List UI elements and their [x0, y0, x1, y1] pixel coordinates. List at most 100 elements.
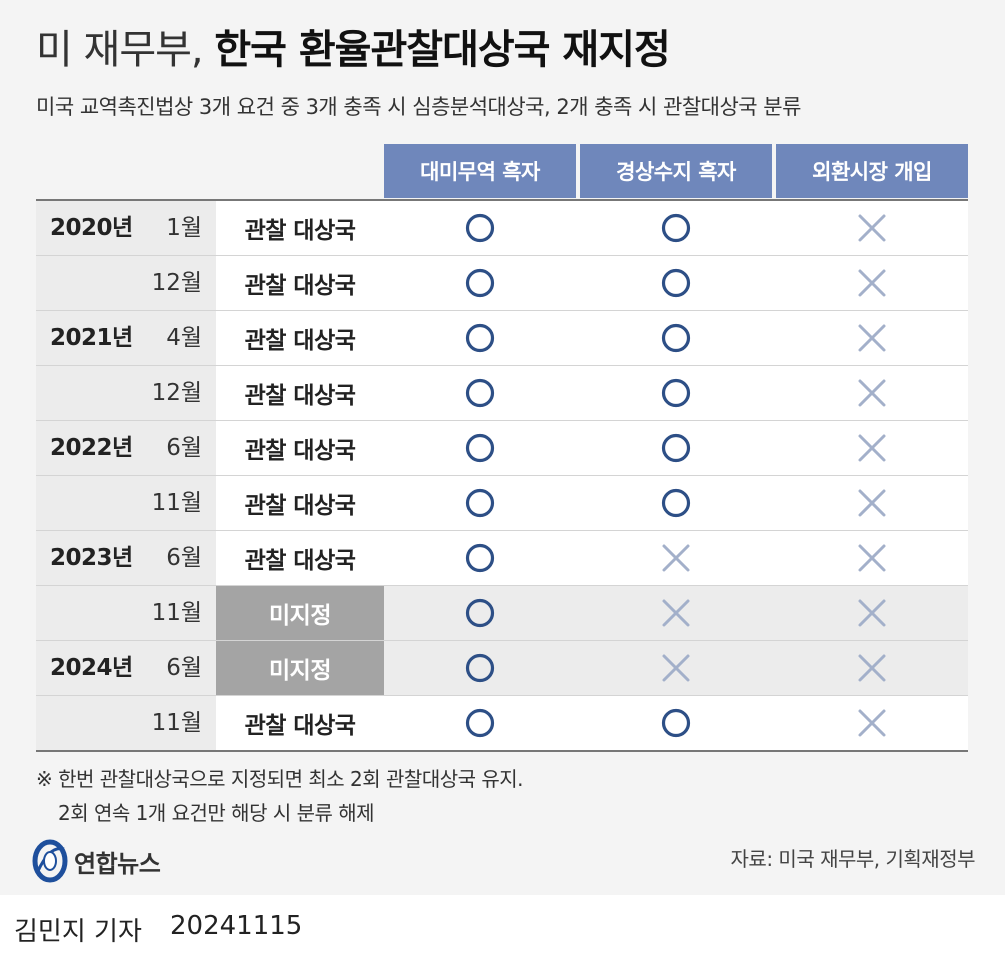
criterion-cell-current-account [580, 311, 772, 365]
publish-date: 20241115 [170, 911, 303, 941]
month-label: 11월 [151, 710, 202, 736]
footnote-line-1: ※ 한번 관찰대상국으로 지정되면 최소 2회 관찰대상국 유지. [36, 767, 524, 791]
criterion-cell-fx-intervention [776, 256, 968, 310]
yonhap-globe-icon [32, 839, 68, 883]
circle-met-icon [661, 323, 691, 353]
year-label: 2021년 [50, 325, 133, 351]
criterion-cell-current-account [580, 586, 772, 640]
status-badge: 관찰 대상국 [244, 273, 356, 299]
date-cell: 11월 [36, 696, 216, 750]
criterion-cell-fx-intervention [776, 366, 968, 420]
yonhap-logo: 연합뉴스 [30, 838, 161, 884]
cross-not-met-icon [858, 709, 886, 737]
criterion-cell-fx-intervention [776, 201, 968, 255]
month-label: 1월 [166, 215, 202, 241]
cross-not-met-icon [662, 599, 690, 627]
cross-not-met-icon [858, 269, 886, 297]
month-label: 6월 [166, 655, 202, 681]
footnote-line-2: 2회 연속 1개 요건만 해당 시 분류 해제 [58, 801, 375, 825]
criterion-cell-fx-intervention [776, 476, 968, 530]
reporter-name: 김민지 기자 [14, 917, 142, 947]
circle-met-icon [465, 268, 495, 298]
cross-not-met-icon [858, 599, 886, 627]
criterion-cell-trade-surplus [384, 201, 576, 255]
criterion-cell-trade-surplus [384, 641, 576, 695]
status-badge: 관찰 대상국 [244, 713, 356, 739]
title-main: 한국 환율관찰대상국 재지정 [214, 27, 670, 73]
date-cell: 11월 [36, 476, 216, 530]
criterion-cell-current-account [580, 201, 772, 255]
date-cell: 11월 [36, 586, 216, 640]
year-label: 2023년 [50, 545, 133, 571]
source-credit: 자료: 미국 재무부, 기획재정부 [730, 847, 976, 871]
criterion-cell-current-account [580, 421, 772, 475]
cross-not-met-icon [858, 379, 886, 407]
criterion-cell-current-account [580, 256, 772, 310]
status-badge: 관찰 대상국 [244, 383, 356, 409]
circle-met-icon [661, 488, 691, 518]
month-label: 12월 [151, 380, 202, 406]
criterion-cell-fx-intervention [776, 531, 968, 585]
cross-not-met-icon [858, 544, 886, 572]
criterion-cell-trade-surplus [384, 256, 576, 310]
criterion-cell-trade-surplus [384, 311, 576, 365]
status-badge: 관찰 대상국 [244, 218, 356, 244]
criterion-cell-fx-intervention [776, 586, 968, 640]
designation-table: 2020년 1월 관찰 대상국 12월 관찰 대상국 2021년 4월 관찰 대상국 12월 관찰… [36, 201, 968, 752]
year-label: 2020년 [50, 215, 133, 241]
footnote: ※ 한번 관찰대상국으로 지정되면 최소 2회 관찰대상국 유지. 2회 연속 … [36, 762, 524, 830]
circle-met-icon [465, 488, 495, 518]
date-cell: 2023년 6월 [36, 531, 216, 585]
month-label: 6월 [166, 545, 202, 571]
criterion-cell-current-account [580, 366, 772, 420]
month-label: 11월 [151, 600, 202, 626]
yonhap-logo-text: 연합뉴스 [74, 849, 161, 878]
criterion-cell-trade-surplus [384, 531, 576, 585]
month-label: 6월 [166, 435, 202, 461]
circle-met-icon [465, 653, 495, 683]
month-label: 12월 [151, 270, 202, 296]
subtitle: 미국 교역촉진법상 3개 요건 중 3개 충족 시 심층분석대상국, 2개 충족… [36, 95, 801, 119]
table-row: 11월 관찰 대상국 [36, 476, 968, 531]
date-cell: 12월 [36, 256, 216, 310]
criterion-cell-fx-intervention [776, 696, 968, 750]
circle-met-icon [465, 543, 495, 573]
table-row: 2020년 1월 관찰 대상국 [36, 201, 968, 256]
table-row: 2021년 4월 관찰 대상국 [36, 311, 968, 366]
column-header-current-account: 경상수지 흑자 [580, 144, 772, 198]
circle-met-icon [465, 323, 495, 353]
circle-met-icon [465, 598, 495, 628]
criterion-cell-current-account [580, 641, 772, 695]
circle-met-icon [661, 268, 691, 298]
table-top-rule [36, 199, 968, 201]
circle-met-icon [661, 433, 691, 463]
cross-not-met-icon [858, 214, 886, 242]
criterion-cell-trade-surplus [384, 366, 576, 420]
page-title: 미 재무부, 한국 환율관찰대상국 재지정 [36, 22, 671, 78]
status-badge: 관찰 대상국 [244, 493, 356, 519]
table-row: 2022년 6월 관찰 대상국 [36, 421, 968, 476]
date-cell: 2022년 6월 [36, 421, 216, 475]
column-header-trade-surplus: 대미무역 흑자 [384, 144, 576, 198]
circle-met-icon [465, 378, 495, 408]
criterion-cell-trade-surplus [384, 476, 576, 530]
date-cell: 2021년 4월 [36, 311, 216, 365]
table-row: 2024년 6월 미지정 [36, 641, 968, 696]
criterion-cell-fx-intervention [776, 311, 968, 365]
status-badge: 관찰 대상국 [244, 548, 356, 574]
circle-met-icon [465, 433, 495, 463]
circle-met-icon [465, 213, 495, 243]
date-cell: 2024년 6월 [36, 641, 216, 695]
table-row: 2023년 6월 관찰 대상국 [36, 531, 968, 586]
column-header-fx-intervention: 외환시장 개입 [776, 144, 968, 198]
date-cell: 12월 [36, 366, 216, 420]
status-badge: 미지정 [216, 586, 384, 640]
cross-not-met-icon [662, 654, 690, 682]
month-label: 4월 [166, 325, 202, 351]
title-prefix: 미 재무부, [36, 27, 215, 73]
circle-met-icon [661, 213, 691, 243]
table-row: 11월 관찰 대상국 [36, 696, 968, 752]
month-label: 11월 [151, 490, 202, 516]
year-label: 2024년 [50, 655, 133, 681]
cross-not-met-icon [858, 324, 886, 352]
